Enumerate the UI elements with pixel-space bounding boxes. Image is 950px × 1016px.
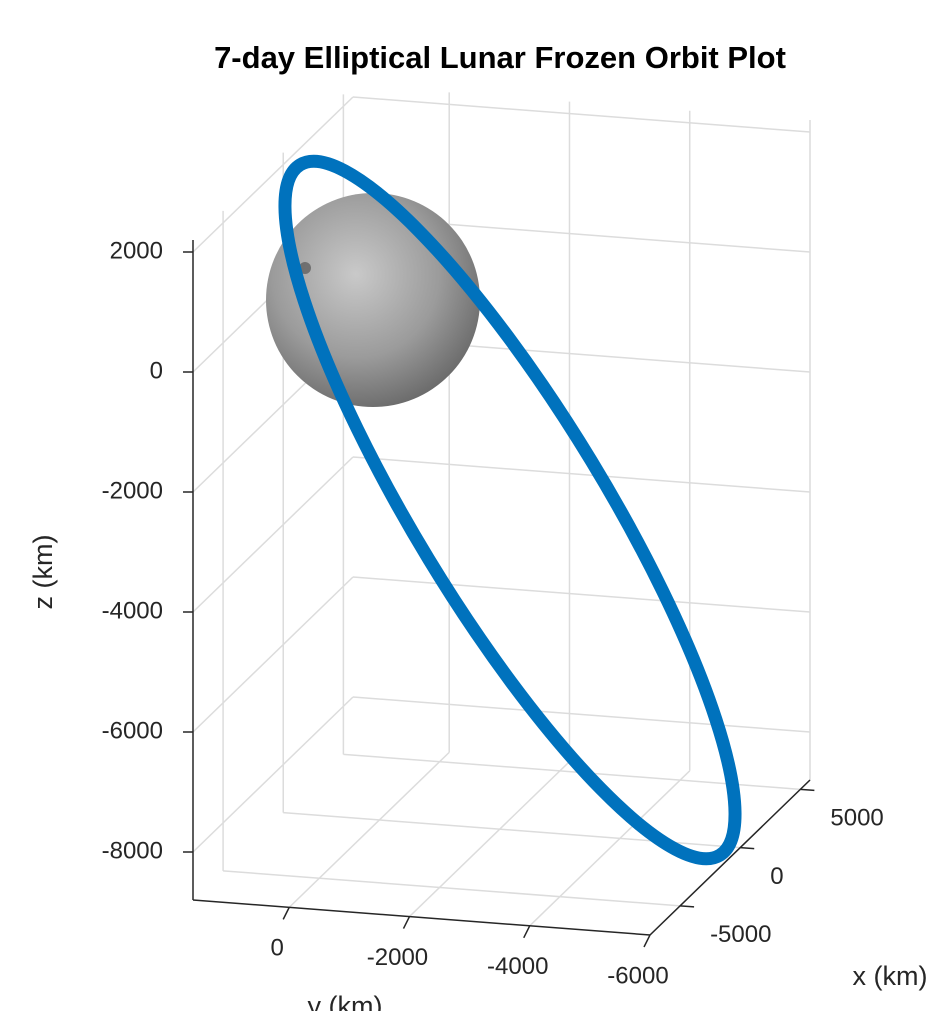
z-tick-label: 2000 — [110, 237, 163, 264]
x-tick-label: 0 — [770, 863, 783, 890]
grid-line — [408, 761, 570, 918]
grid-line — [352, 576, 811, 613]
grid-line — [223, 870, 681, 907]
grid-line — [529, 770, 691, 927]
x-axis — [649, 779, 811, 936]
y-tick-label: -2000 — [367, 944, 428, 971]
grid-line — [352, 456, 811, 493]
z-tick-label: -2000 — [102, 477, 163, 504]
x-axis-label: x (km) — [853, 961, 928, 991]
grid-line — [192, 696, 354, 853]
y-tick — [523, 925, 531, 939]
z-tick-label: -4000 — [102, 597, 163, 624]
grid-line — [352, 696, 811, 733]
x-tick — [740, 846, 755, 850]
grid-line — [192, 96, 354, 253]
grid-line — [343, 753, 801, 791]
y-tick-label: -4000 — [487, 953, 548, 980]
z-tick-label: -6000 — [102, 717, 163, 744]
grid-line — [192, 456, 354, 613]
chart-title: 7-day Elliptical Lunar Frozen Orbit Plot — [214, 40, 786, 75]
y-tick — [402, 916, 411, 929]
z-tick-label: -8000 — [102, 837, 163, 864]
x-tick — [800, 788, 815, 792]
grid-line — [288, 751, 450, 908]
x-tick — [680, 905, 695, 908]
y-tick-label: -6000 — [607, 962, 668, 989]
y-tick-label: 0 — [271, 935, 284, 962]
y-axis — [192, 899, 651, 936]
grid-line — [352, 96, 811, 133]
axes: -8000 -6000 -4000 -2000 0 2000 0 -2000 -4000 -600… — [102, 237, 884, 989]
z-axis-label: z (km) — [28, 535, 58, 610]
x-tick-label: -5000 — [710, 921, 771, 948]
grid-line — [192, 576, 354, 733]
y-axis-label: y (km) — [308, 991, 383, 1011]
z-tick-label: 0 — [150, 357, 163, 384]
x-tick-label: 5000 — [830, 805, 883, 832]
orbit — [278, 154, 742, 866]
y-tick — [643, 934, 651, 948]
y-tick — [282, 907, 290, 920]
